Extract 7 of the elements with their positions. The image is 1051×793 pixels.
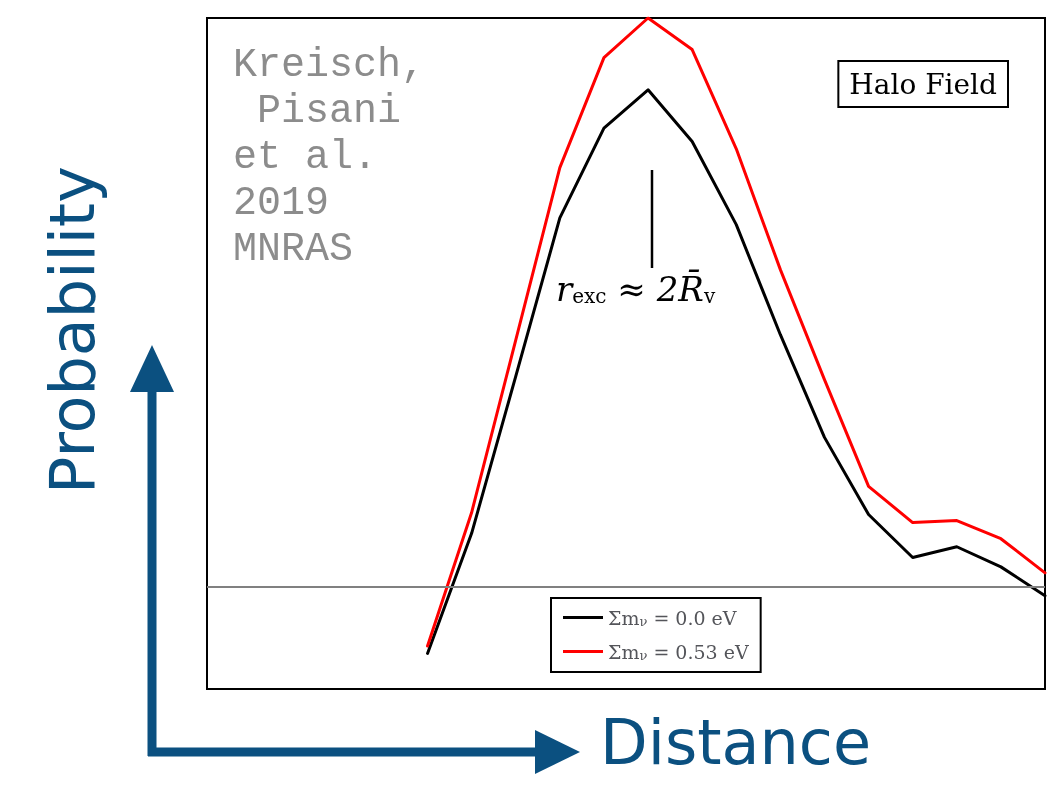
annotation: Kreisch, Pisani et al. 2019 MNRAS bbox=[233, 42, 426, 272]
x-axis-title: Distance bbox=[600, 706, 872, 779]
legend-label: Σmν = 0.0 eV bbox=[608, 606, 737, 629]
annotation: Halo Field bbox=[849, 67, 998, 101]
legend-label: Σmν = 0.53 eV bbox=[608, 640, 749, 663]
y-axis-title: Probability bbox=[35, 166, 109, 494]
annotation: rexc ≈ 2R̄v bbox=[556, 268, 716, 309]
